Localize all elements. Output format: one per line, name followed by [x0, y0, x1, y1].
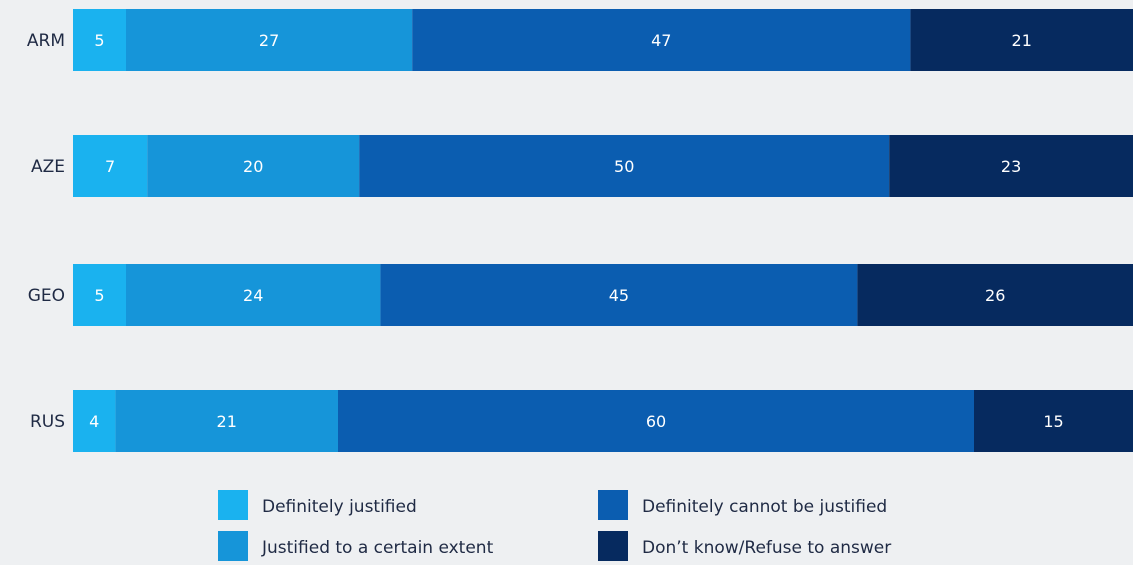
legend-label: Definitely justified: [262, 497, 417, 517]
legend-item: Justified to a certain extent: [218, 531, 494, 561]
bar-segment: [147, 135, 360, 197]
data-label: 50: [614, 157, 634, 176]
category-label: GEO: [28, 286, 65, 306]
bar-segment: [73, 390, 116, 452]
data-label: 45: [609, 286, 629, 305]
legend-swatch: [598, 490, 628, 520]
bar-row-geo: GEO 5 24 45 26: [28, 264, 1133, 326]
bar-segment: [126, 9, 413, 71]
bar-row-aze: AZE 7 20 50 23: [31, 135, 1133, 197]
bars-group: ARM 5 27 47 21 AZE 7 20 50 23 GEO 5 24 45 26 RUS 4 21 60 15: [27, 9, 1133, 452]
category-label: RUS: [30, 412, 65, 432]
legend-swatch: [218, 531, 248, 561]
category-label: ARM: [27, 31, 65, 51]
data-label: 24: [243, 286, 263, 305]
bar-segment: [115, 390, 339, 452]
bar-segment: [889, 135, 1133, 197]
data-label: 20: [243, 157, 263, 176]
data-label: 60: [646, 412, 666, 431]
data-label: 15: [1043, 412, 1063, 431]
bar-segment: [126, 264, 381, 326]
data-label: 26: [985, 286, 1005, 305]
data-label: 21: [1012, 31, 1032, 50]
data-label: 27: [259, 31, 279, 50]
legend-swatch: [598, 531, 628, 561]
bar-segment: [857, 264, 1133, 326]
data-label: 21: [217, 412, 237, 431]
bar-segment: [338, 390, 974, 452]
data-label: 5: [94, 31, 104, 50]
legend-label: Justified to a certain extent: [261, 538, 494, 558]
bar-segment: [910, 9, 1133, 71]
bar-segment: [73, 9, 126, 71]
data-label: 5: [94, 286, 104, 305]
bar-segment: [73, 264, 126, 326]
bar-segment: [412, 9, 911, 71]
bar-segment: [974, 390, 1133, 452]
category-label: AZE: [31, 157, 65, 177]
legend-item: Definitely cannot be justified: [598, 490, 887, 520]
legend-item: Don’t know/Refuse to answer: [598, 531, 891, 561]
legend-item: Definitely justified: [218, 490, 417, 520]
bar-segment: [359, 135, 890, 197]
data-label: 47: [651, 31, 671, 50]
data-label: 4: [89, 412, 99, 431]
bar-segment: [380, 264, 858, 326]
legend-label: Definitely cannot be justified: [642, 497, 887, 517]
bar-row-arm: ARM 5 27 47 21: [27, 9, 1133, 71]
data-label: 23: [1001, 157, 1021, 176]
bar-row-rus: RUS 4 21 60 15: [30, 390, 1133, 452]
bar-segment: [73, 135, 148, 197]
legend-swatch: [218, 490, 248, 520]
legend: Definitely justified Justified to a certa…: [218, 490, 891, 561]
data-label: 7: [105, 157, 115, 176]
legend-label: Don’t know/Refuse to answer: [642, 538, 891, 558]
